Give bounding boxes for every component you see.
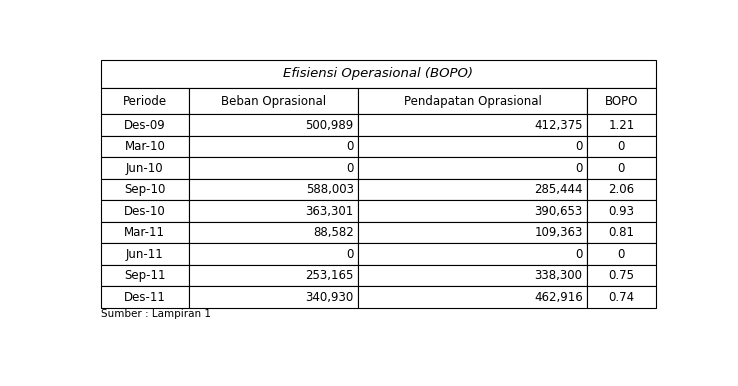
Text: Mar-11: Mar-11 — [124, 226, 165, 239]
Bar — [101, 200, 189, 222]
Bar — [587, 265, 655, 286]
Bar — [359, 243, 587, 265]
Text: 0.93: 0.93 — [608, 205, 635, 218]
Text: Efisiensi Operasional (BOPO): Efisiensi Operasional (BOPO) — [283, 68, 473, 80]
Text: 500,989: 500,989 — [306, 119, 354, 132]
Text: 340,930: 340,930 — [306, 291, 354, 304]
Bar — [101, 243, 189, 265]
Bar — [359, 136, 587, 157]
Text: 0.81: 0.81 — [608, 226, 635, 239]
Text: Jun-10: Jun-10 — [126, 162, 164, 174]
Bar — [587, 88, 655, 114]
Text: 0: 0 — [618, 140, 625, 153]
Bar — [587, 200, 655, 222]
Bar — [189, 114, 359, 136]
Text: Jun-11: Jun-11 — [126, 247, 164, 261]
Text: 363,301: 363,301 — [306, 205, 354, 218]
Bar — [189, 88, 359, 114]
Bar — [587, 157, 655, 179]
Text: BOPO: BOPO — [604, 95, 638, 108]
Bar — [359, 114, 587, 136]
Text: 1.21: 1.21 — [608, 119, 635, 132]
Text: 390,653: 390,653 — [534, 205, 583, 218]
Bar — [189, 157, 359, 179]
Bar — [359, 222, 587, 243]
Bar — [587, 179, 655, 200]
Text: 412,375: 412,375 — [534, 119, 583, 132]
Bar — [101, 179, 189, 200]
Text: 338,300: 338,300 — [534, 269, 583, 282]
Text: 88,582: 88,582 — [313, 226, 354, 239]
Text: 0: 0 — [618, 247, 625, 261]
Text: Des-10: Des-10 — [124, 205, 166, 218]
Bar — [587, 136, 655, 157]
Bar — [359, 88, 587, 114]
Text: Mar-10: Mar-10 — [125, 140, 165, 153]
Bar — [101, 60, 655, 88]
Text: 0: 0 — [346, 247, 354, 261]
Bar — [587, 114, 655, 136]
Text: 0: 0 — [576, 140, 583, 153]
Text: Beban Oprasional: Beban Oprasional — [221, 95, 326, 108]
Bar — [101, 157, 189, 179]
Text: 462,916: 462,916 — [534, 291, 583, 304]
Bar — [101, 114, 189, 136]
Bar — [587, 243, 655, 265]
Text: Pendapatan Oprasional: Pendapatan Oprasional — [404, 95, 542, 108]
Text: 253,165: 253,165 — [306, 269, 354, 282]
Bar — [359, 179, 587, 200]
Text: 109,363: 109,363 — [534, 226, 583, 239]
Bar — [189, 265, 359, 286]
Bar — [189, 243, 359, 265]
Text: 0: 0 — [346, 162, 354, 174]
Bar — [587, 222, 655, 243]
Text: 0: 0 — [618, 162, 625, 174]
Bar — [101, 88, 189, 114]
Bar — [101, 136, 189, 157]
Text: 588,003: 588,003 — [306, 183, 354, 196]
Bar — [189, 222, 359, 243]
Text: 0.75: 0.75 — [608, 269, 635, 282]
Text: Sep-11: Sep-11 — [124, 269, 165, 282]
Text: 0.74: 0.74 — [608, 291, 635, 304]
Text: 285,444: 285,444 — [534, 183, 583, 196]
Bar — [101, 265, 189, 286]
Bar — [101, 222, 189, 243]
Text: 0: 0 — [346, 140, 354, 153]
Text: Des-09: Des-09 — [124, 119, 166, 132]
Bar — [101, 286, 189, 308]
Text: 0: 0 — [576, 247, 583, 261]
Bar — [587, 286, 655, 308]
Bar — [189, 136, 359, 157]
Text: Periode: Periode — [123, 95, 167, 108]
Bar — [359, 265, 587, 286]
Bar — [359, 286, 587, 308]
Text: Sep-10: Sep-10 — [124, 183, 165, 196]
Text: 0: 0 — [576, 162, 583, 174]
Text: Sumber : Lampiran 1: Sumber : Lampiran 1 — [101, 309, 211, 319]
Bar — [189, 179, 359, 200]
Text: 2.06: 2.06 — [608, 183, 635, 196]
Text: Des-11: Des-11 — [124, 291, 166, 304]
Bar — [359, 157, 587, 179]
Bar — [359, 200, 587, 222]
Bar — [189, 286, 359, 308]
Bar — [189, 200, 359, 222]
